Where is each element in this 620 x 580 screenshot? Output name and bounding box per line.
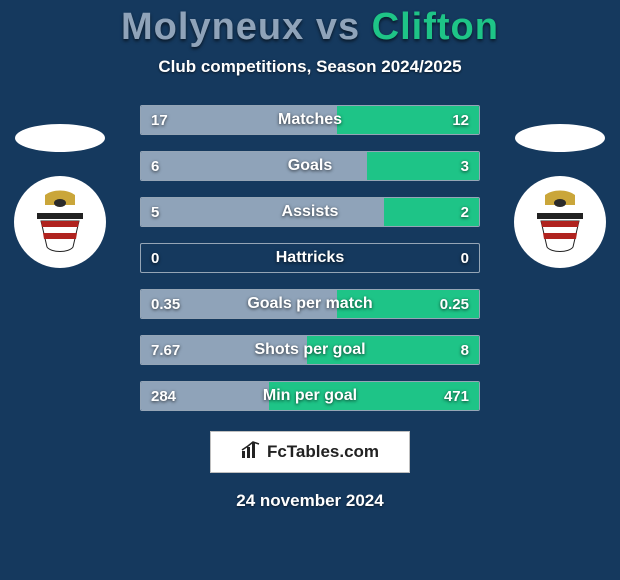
stat-row: 63Goals xyxy=(140,151,480,181)
stat-label: Shots per goal xyxy=(141,336,479,364)
stat-row: 1712Matches xyxy=(140,105,480,135)
club-crest-icon xyxy=(525,187,595,257)
brand-box: FcTables.com xyxy=(210,431,410,473)
player1-club-badge xyxy=(14,176,106,268)
subtitle: Club competitions, Season 2024/2025 xyxy=(158,57,461,77)
player2-club-badge xyxy=(514,176,606,268)
player1-oval-placeholder xyxy=(15,124,105,152)
stat-row: 284471Min per goal xyxy=(140,381,480,411)
title-player1: Molyneux xyxy=(121,6,304,48)
stat-row: 0.350.25Goals per match xyxy=(140,289,480,319)
title-vs: vs xyxy=(304,6,371,48)
stat-row: 52Assists xyxy=(140,197,480,227)
player2-oval-placeholder xyxy=(515,124,605,152)
stat-row: 00Hattricks xyxy=(140,243,480,273)
stat-row: 7.678Shots per goal xyxy=(140,335,480,365)
stat-label: Min per goal xyxy=(141,382,479,410)
stat-label: Assists xyxy=(141,198,479,226)
club-crest-icon xyxy=(25,187,95,257)
brand-label: FcTables.com xyxy=(267,442,379,462)
brand-chart-icon xyxy=(241,441,261,464)
stat-label: Goals per match xyxy=(141,290,479,318)
stat-label: Matches xyxy=(141,106,479,134)
stat-label: Hattricks xyxy=(141,244,479,272)
title-player2: Clifton xyxy=(372,6,499,48)
page-title: Molyneux vs Clifton xyxy=(121,6,499,49)
date-label: 24 november 2024 xyxy=(236,491,383,511)
stat-label: Goals xyxy=(141,152,479,180)
stats-container: 1712Matches 63Goals 52Assists 00Hattricks 0.… xyxy=(140,105,480,411)
comparison-infographic: Molyneux vs Clifton Club competitions, S… xyxy=(0,0,620,580)
